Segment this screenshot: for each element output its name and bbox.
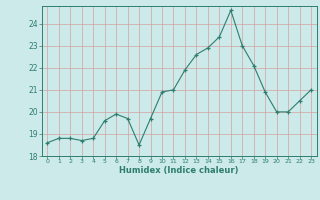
X-axis label: Humidex (Indice chaleur): Humidex (Indice chaleur)	[119, 166, 239, 175]
